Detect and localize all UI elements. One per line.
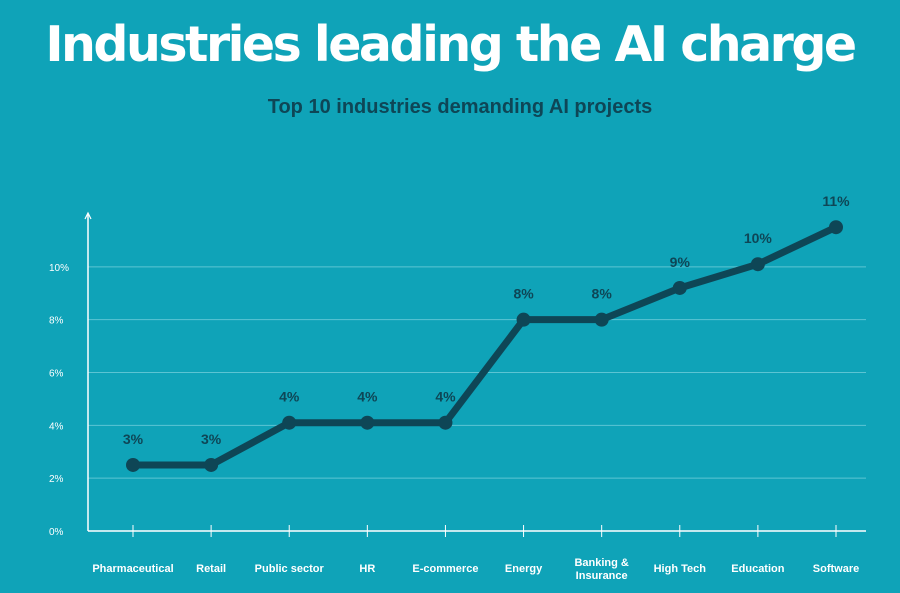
- x-tick-label-line: Insurance: [576, 570, 628, 582]
- y-tick-labels: 0% 2% 4% 6% 8% 10%: [49, 263, 69, 538]
- y-tick-label: 10%: [49, 263, 69, 274]
- x-tick-label: Retail: [196, 563, 226, 575]
- y-tick-label: 2%: [49, 474, 64, 485]
- data-label: 4%: [279, 389, 300, 405]
- y-tick-label: 6%: [49, 369, 64, 380]
- data-point: [126, 457, 140, 472]
- data-point: [594, 312, 609, 327]
- x-tick-label-line: Banking &: [574, 557, 628, 569]
- x-tick-labels: Pharmaceutical Retail Public sector HR E-com…: [92, 557, 859, 582]
- x-tick-label: E-commerce: [412, 563, 478, 575]
- data-label: 3%: [123, 431, 144, 447]
- axes: [84, 211, 866, 537]
- chart-title: Industries leading the AI charge: [45, 16, 857, 73]
- grid-lines: [88, 266, 866, 479]
- chart-subtitle: Top 10 industries demanding AI projects: [267, 96, 653, 118]
- data-label: 4%: [357, 389, 378, 405]
- data-point: [204, 457, 219, 472]
- data-point: [282, 415, 297, 430]
- data-label: 3%: [201, 431, 222, 447]
- data-label: 10%: [744, 230, 773, 246]
- x-tick-label: Education: [731, 563, 784, 575]
- x-tick-label: Energy: [505, 563, 543, 575]
- data-point: [750, 257, 765, 272]
- x-tick-label: Software: [813, 563, 859, 575]
- x-tick-label: Banking & Insurance: [574, 557, 628, 582]
- x-tick-label: High Tech: [654, 563, 707, 575]
- data-point: [360, 415, 375, 430]
- y-tick-label: 4%: [49, 421, 64, 432]
- data-label: 8%: [592, 286, 613, 302]
- y-tick-label: 8%: [49, 316, 64, 327]
- x-tick-label: HR: [359, 563, 375, 575]
- data-label: 11%: [822, 193, 850, 209]
- data-point: [672, 280, 687, 295]
- y-tick-label: 0%: [49, 527, 64, 538]
- data-point: [516, 312, 531, 327]
- series-line: [129, 223, 840, 469]
- data-series: [126, 220, 843, 472]
- y-axis-arrow: [84, 211, 92, 220]
- data-point: [829, 220, 843, 235]
- data-label: 9%: [670, 254, 691, 270]
- x-tick-label: Pharmaceutical: [92, 563, 173, 575]
- data-label: 8%: [513, 286, 534, 302]
- data-labels: 3% 3% 4% 4% 4% 8% 8% 9% 10% 11%: [123, 193, 850, 447]
- x-tick-label: Public sector: [255, 563, 325, 575]
- data-point: [438, 415, 453, 430]
- data-label: 4%: [435, 389, 456, 405]
